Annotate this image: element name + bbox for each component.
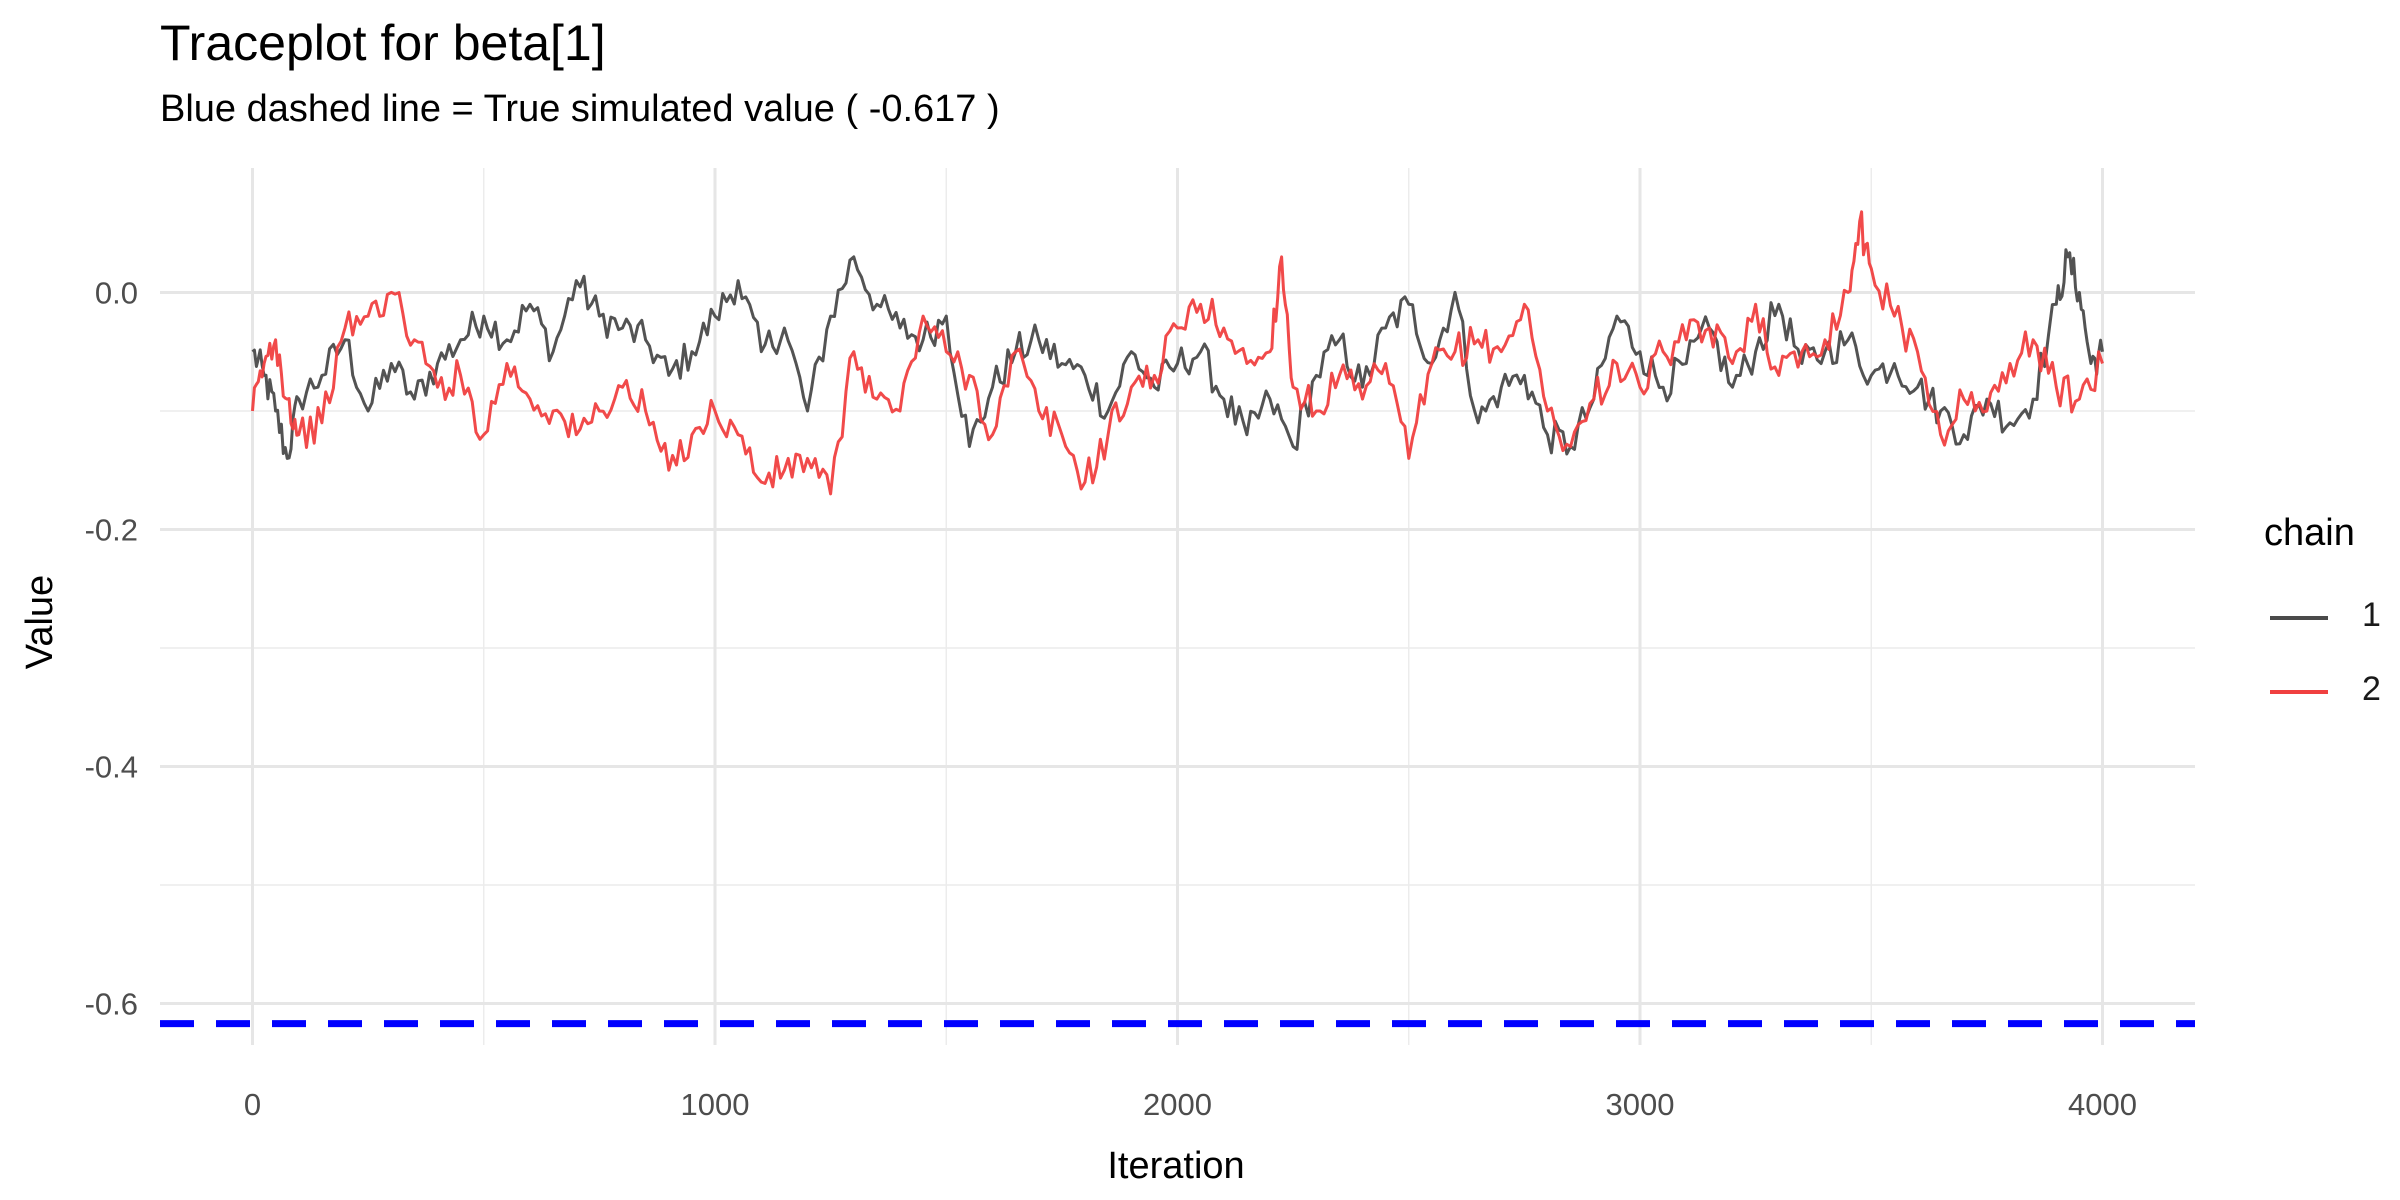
legend-key-line xyxy=(2270,690,2328,694)
y-tick-label: -0.6 xyxy=(85,987,138,1022)
y-axis-title: Value xyxy=(19,575,61,669)
y-tick-label: -0.4 xyxy=(85,749,138,784)
legend-label: 1 xyxy=(2362,596,2381,635)
legend-title: chain xyxy=(2264,512,2355,555)
x-tick-label: 3000 xyxy=(1606,1087,1675,1122)
y-axis-ticks: 0.0 -0.2 -0.4 -0.6 xyxy=(85,275,138,1021)
x-tick-label: 2000 xyxy=(1143,1087,1212,1122)
x-axis-title: Iteration xyxy=(1107,1145,1244,1187)
legend-item-chain-1: 1 xyxy=(2270,588,2400,648)
x-tick-label: 4000 xyxy=(2068,1087,2137,1122)
legend-label: 2 xyxy=(2362,670,2381,709)
x-tick-label: 0 xyxy=(244,1087,261,1122)
y-tick-label: 0.0 xyxy=(95,275,138,310)
x-axis-ticks: 0 1000 2000 3000 4000 xyxy=(244,1087,2137,1122)
legend-item-chain-2: 2 xyxy=(2270,662,2400,722)
legend-key-line xyxy=(2270,616,2328,620)
x-tick-label: 1000 xyxy=(681,1087,750,1122)
y-tick-label: -0.2 xyxy=(85,512,138,547)
